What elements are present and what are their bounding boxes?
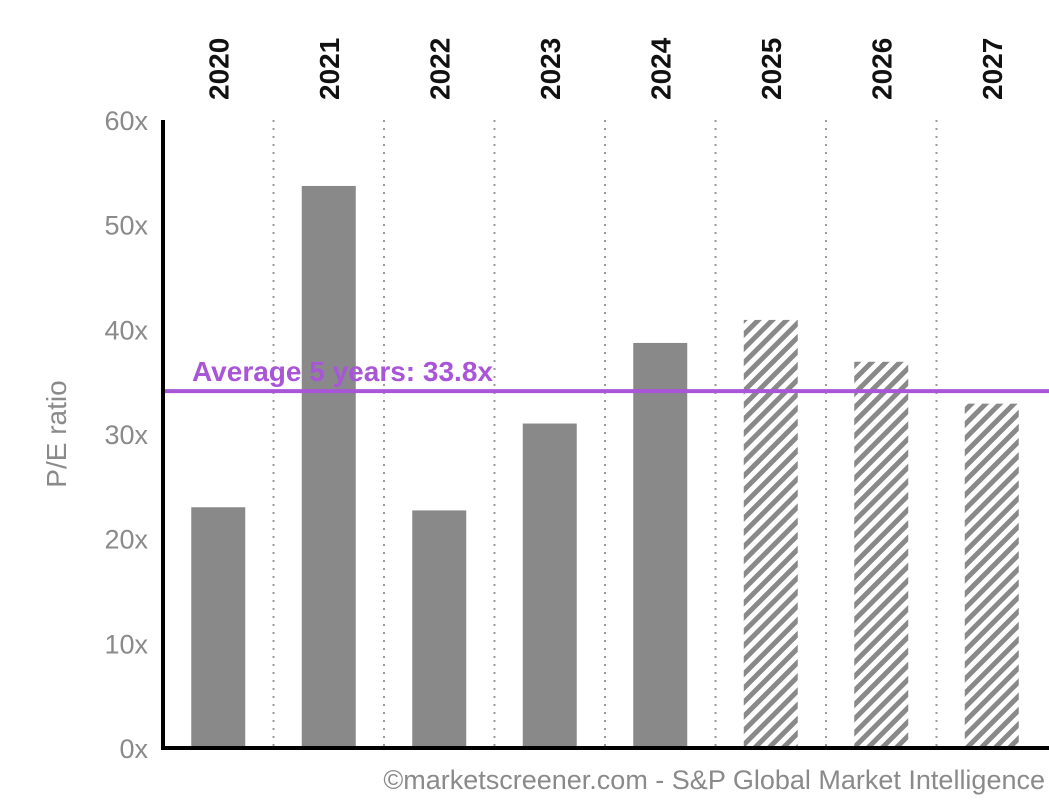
bar-estimate — [743, 319, 798, 748]
y-tick-label: 60x — [104, 106, 148, 136]
x-tick-label: 2022 — [424, 38, 455, 100]
y-tick-labels: 0x 10x 20x 30x 40x 50x 60x — [104, 106, 148, 764]
bar — [522, 423, 577, 748]
x-tick-label: 2026 — [866, 38, 897, 100]
axes — [161, 120, 1049, 750]
bar — [191, 507, 246, 748]
y-tick-label: 30x — [104, 420, 148, 450]
x-tick-label: 2023 — [535, 38, 566, 100]
x-tick-label: 2025 — [756, 38, 787, 100]
bar-estimate — [854, 361, 909, 748]
average-label: Average 5 years: 33.8x — [192, 356, 493, 387]
credit-text: ©marketscreener.com - S&P Global Market … — [383, 765, 1045, 795]
bar-estimate — [964, 403, 1019, 748]
x-tick-label: 2027 — [977, 38, 1008, 100]
bar — [301, 185, 356, 748]
bar — [412, 510, 467, 748]
y-axis-label: P/E ratio — [41, 380, 72, 487]
x-tick-label: 2021 — [314, 38, 345, 100]
bar — [633, 342, 688, 748]
y-tick-label: 0x — [119, 734, 148, 764]
y-tick-label: 50x — [104, 211, 148, 241]
bars — [191, 185, 1019, 748]
y-tick-label: 40x — [104, 315, 148, 345]
x-tick-label: 2020 — [203, 38, 234, 100]
x-tick-label: 2024 — [645, 37, 676, 100]
gridlines — [272, 120, 938, 748]
y-tick-label: 10x — [104, 629, 148, 659]
y-tick-label: 20x — [104, 525, 148, 555]
category-labels: 2020 2021 2022 2023 2024 2025 2026 2027 — [203, 37, 1008, 100]
